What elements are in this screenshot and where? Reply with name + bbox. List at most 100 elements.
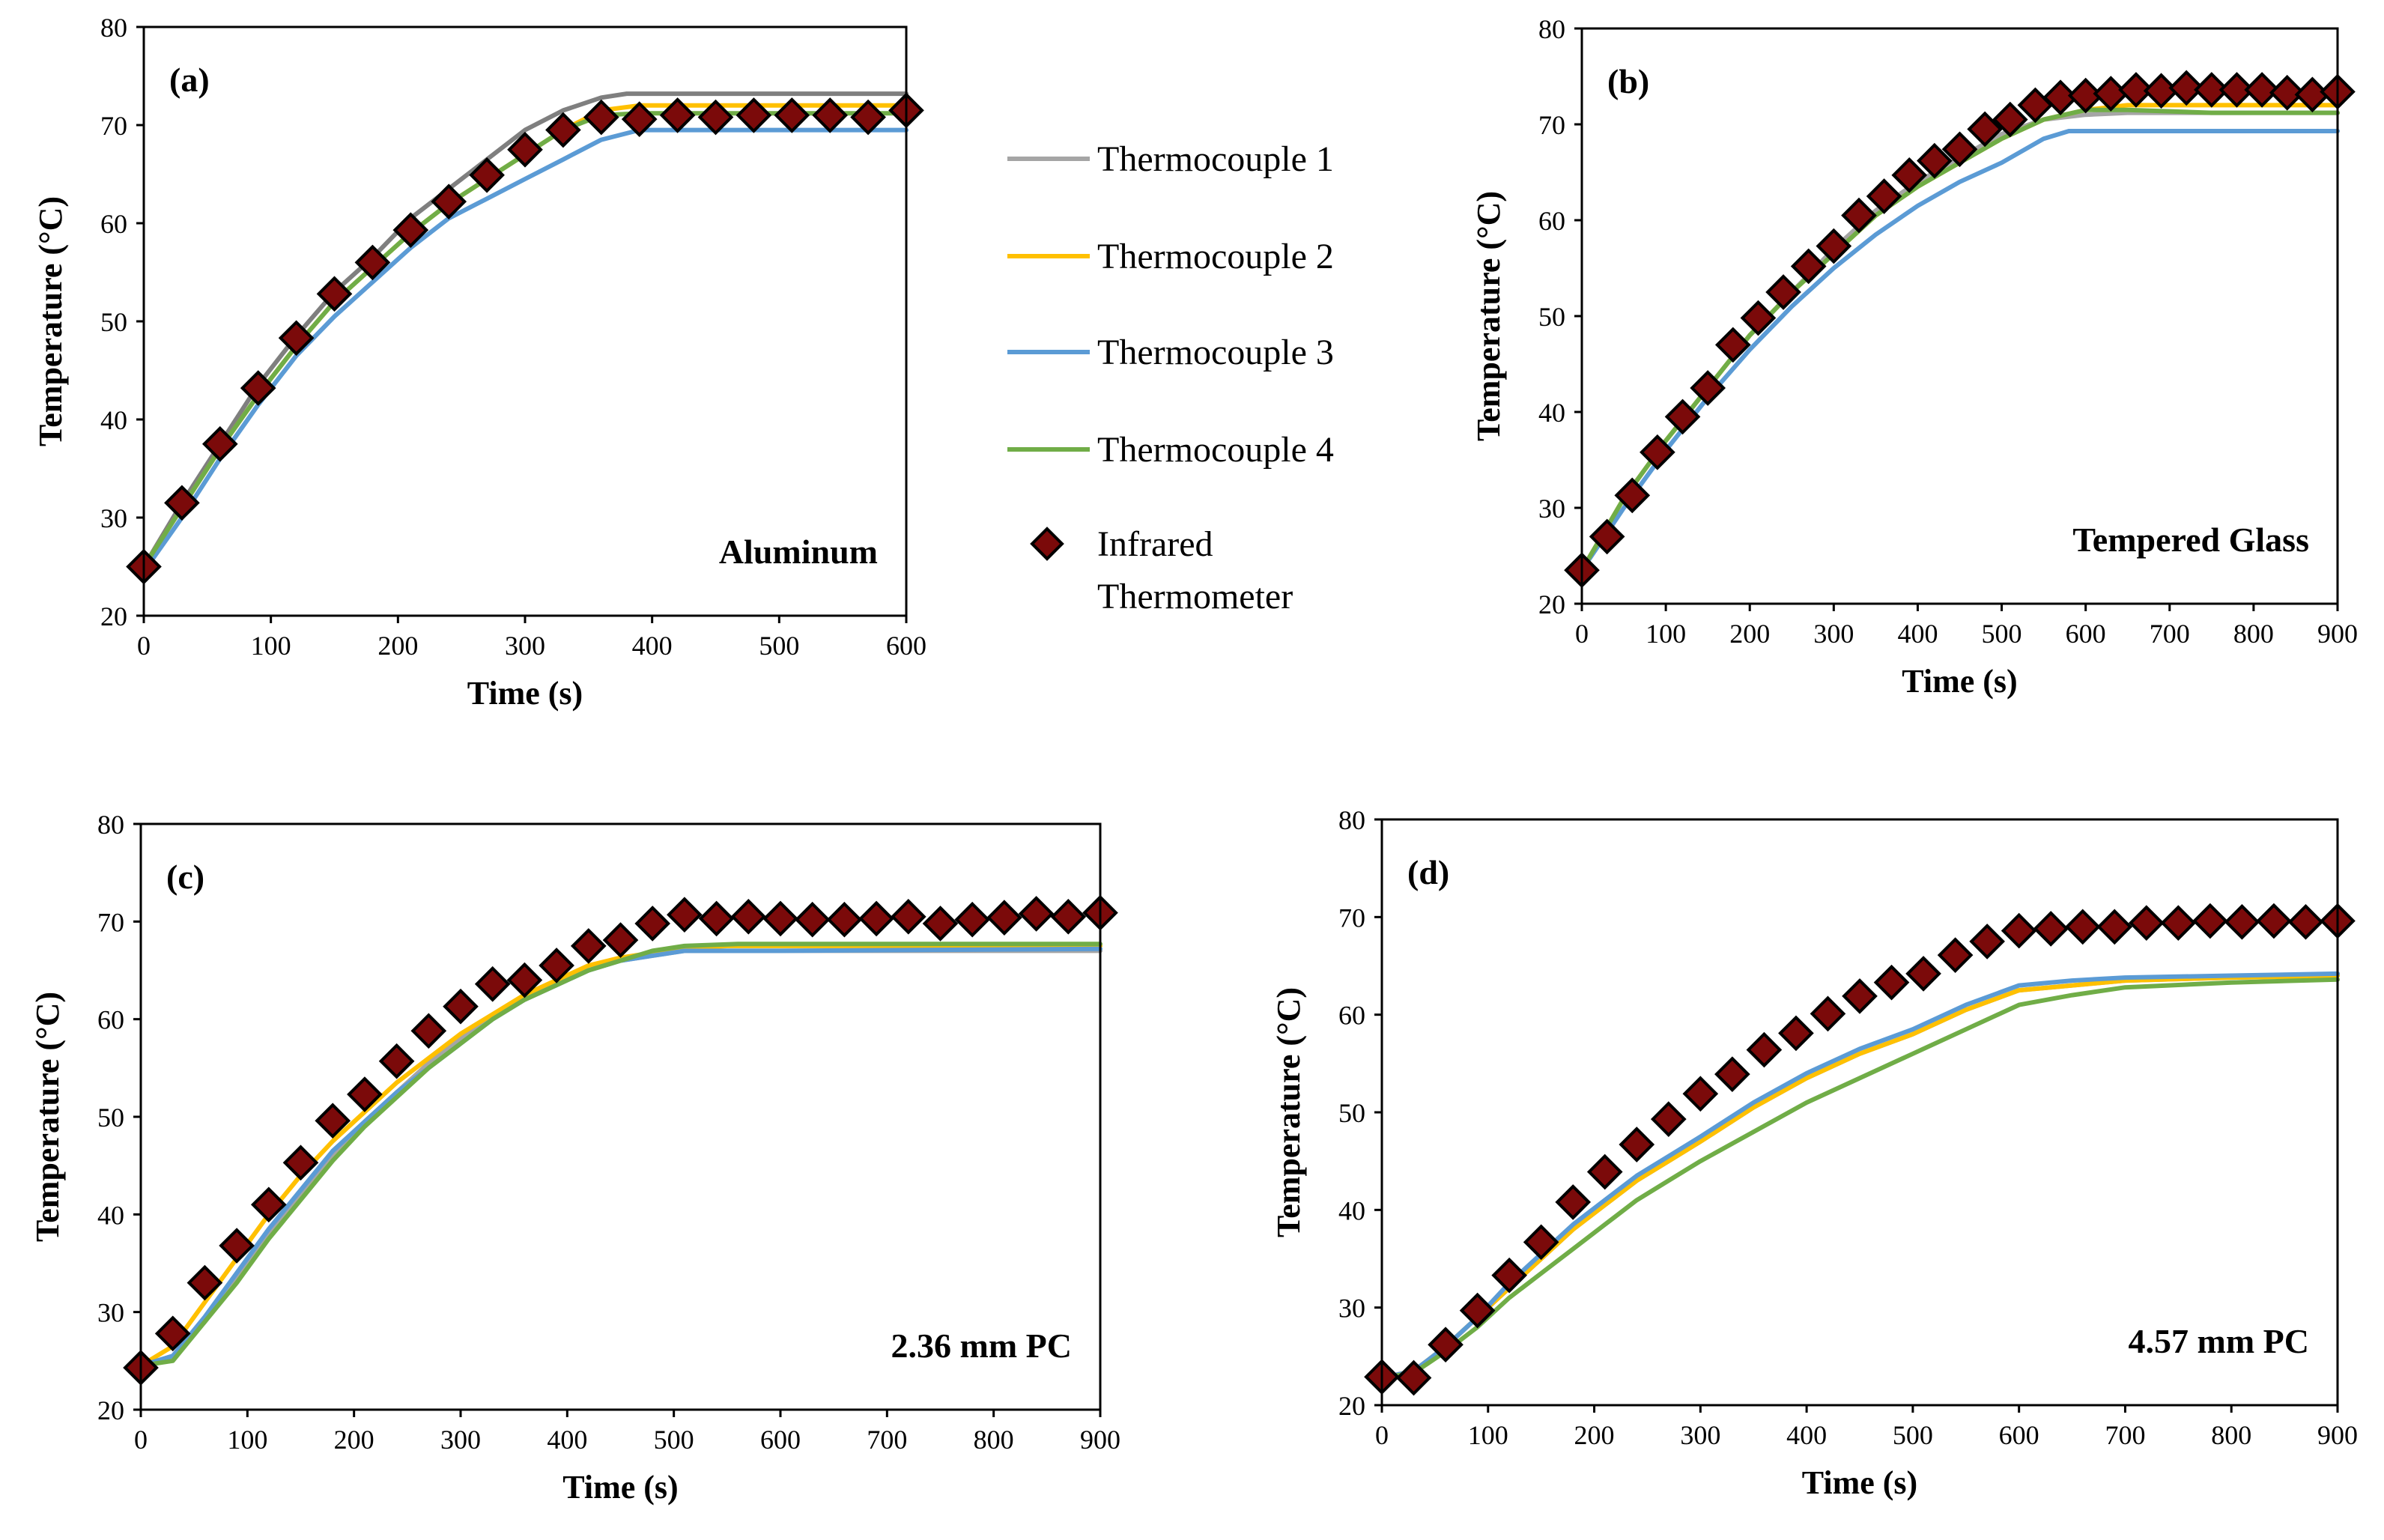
x-tick-label: 800	[2233, 619, 2274, 649]
series-line-thermocouple-2	[1380, 973, 2340, 1380]
infrared-point	[1640, 434, 1675, 470]
infrared-point	[282, 1145, 319, 1181]
x-tick-label: 600	[886, 631, 926, 661]
legend-label-thermocouple-4: Thermocouple 4	[1097, 430, 1334, 470]
infrared-point	[890, 898, 926, 935]
y-tick-label: 70	[1338, 903, 1365, 933]
infrared-point	[1619, 1127, 1655, 1162]
y-tick-label: 80	[100, 13, 127, 43]
infrared-point	[774, 97, 810, 133]
y-tick-label: 60	[1538, 206, 1565, 236]
infrared-point	[2064, 909, 2101, 945]
infrared-point	[1765, 274, 1801, 310]
infrared-point	[1937, 937, 1974, 973]
x-tick-label: 0	[137, 631, 151, 661]
legend-label-thermocouple-3: Thermocouple 3	[1097, 333, 1334, 372]
infrared-point	[698, 900, 735, 937]
x-tick-label: 0	[134, 1425, 148, 1455]
infrared-point	[735, 97, 772, 133]
panel-label-b: (b)	[1607, 62, 1649, 100]
infrared-point	[240, 370, 276, 406]
infrared-point	[2192, 903, 2228, 939]
infrared-point	[2001, 912, 2037, 949]
infrared-point	[506, 962, 543, 998]
y-tick-label: 20	[1538, 589, 1565, 619]
legend-label-infrared-line1: Infrared	[1097, 524, 1213, 564]
infrared-point	[2256, 903, 2292, 939]
x-axis-title: Time (s)	[1902, 663, 2017, 700]
infrared-point	[1428, 1327, 1464, 1363]
infrared-point	[1891, 157, 1928, 193]
x-tick-label: 100	[251, 631, 291, 661]
infrared-point	[2128, 905, 2165, 941]
infrared-point	[1491, 1257, 1527, 1294]
infrared-point	[1842, 978, 1878, 1014]
x-tick-label: 700	[2150, 619, 2190, 649]
x-tick-label: 900	[2317, 619, 2358, 649]
infrared-point	[378, 1043, 415, 1079]
y-tick-label: 20	[1338, 1391, 1365, 1421]
series-line-thermocouple-4	[1380, 977, 2340, 1380]
y-tick-label: 70	[1538, 110, 1565, 140]
panel-label-d: (d)	[1407, 853, 1449, 891]
x-tick-label: 600	[1999, 1420, 2039, 1450]
infrared-point	[545, 112, 581, 148]
x-tick-label: 300	[1680, 1420, 1720, 1450]
series-line-thermocouple-4	[1580, 107, 2340, 573]
material-label: 4.57 mm PC	[2129, 1322, 2309, 1360]
infrared-point	[315, 1103, 351, 1139]
infrared-point	[1650, 1101, 1687, 1137]
infrared-point	[443, 988, 479, 1025]
plot-frame	[1380, 818, 2339, 1407]
series-line-thermocouple-3	[142, 127, 909, 574]
infrared-point	[431, 184, 467, 220]
infrared-point	[1555, 1184, 1592, 1220]
x-tick-label: 0	[1375, 1420, 1389, 1450]
y-tick-label: 50	[100, 307, 127, 337]
x-tick-label: 400	[1786, 1420, 1827, 1450]
infrared-point	[858, 900, 894, 937]
x-tick-label: 800	[2211, 1420, 2251, 1450]
y-tick-label: 70	[97, 907, 124, 937]
infrared-point	[539, 948, 574, 983]
y-tick-label: 30	[100, 503, 127, 533]
legend-label-thermocouple-2: Thermocouple 2	[1097, 237, 1334, 276]
infrared-point	[1790, 248, 1827, 285]
infrared-point	[1841, 197, 1877, 234]
y-tick-label: 30	[1338, 1294, 1365, 1324]
material-label: Aluminum	[719, 533, 878, 571]
infrared-point	[1992, 101, 2028, 138]
infrared-point	[986, 900, 1022, 936]
infrared-point	[1866, 178, 1902, 214]
y-axis-title: Temperature (°C)	[29, 992, 66, 1242]
infrared-point	[1690, 370, 1726, 406]
infrared-point	[762, 900, 798, 937]
infrared-point	[2224, 904, 2260, 940]
y-tick-label: 40	[100, 405, 127, 435]
infrared-point	[2168, 70, 2205, 106]
infrared-point	[1459, 1292, 1496, 1329]
infrared-point	[2160, 905, 2197, 941]
infrared-point	[1778, 1015, 1814, 1052]
series-line-thermocouple-4	[139, 942, 1102, 1368]
y-tick-label: 30	[97, 1298, 124, 1328]
x-tick-label: 500	[1982, 619, 2022, 649]
infrared-point	[1523, 1224, 1559, 1261]
infrared-point	[850, 99, 886, 136]
legend: Thermocouple 1 Thermocouple 2 Thermocoup…	[1007, 139, 1334, 616]
infrared-point	[1586, 1154, 1623, 1190]
infrared-point	[922, 906, 959, 942]
infrared-point	[1395, 1359, 1432, 1396]
infrared-point	[410, 1013, 447, 1049]
x-tick-label: 600	[2066, 619, 2106, 649]
x-tick-label: 500	[654, 1425, 694, 1455]
infrared-point	[812, 97, 849, 133]
infrared-point	[2042, 79, 2078, 115]
infrared-point	[1810, 995, 1846, 1032]
y-tick-label: 60	[97, 1005, 124, 1035]
y-tick-label: 20	[97, 1395, 124, 1425]
infrared-point	[2218, 72, 2255, 108]
